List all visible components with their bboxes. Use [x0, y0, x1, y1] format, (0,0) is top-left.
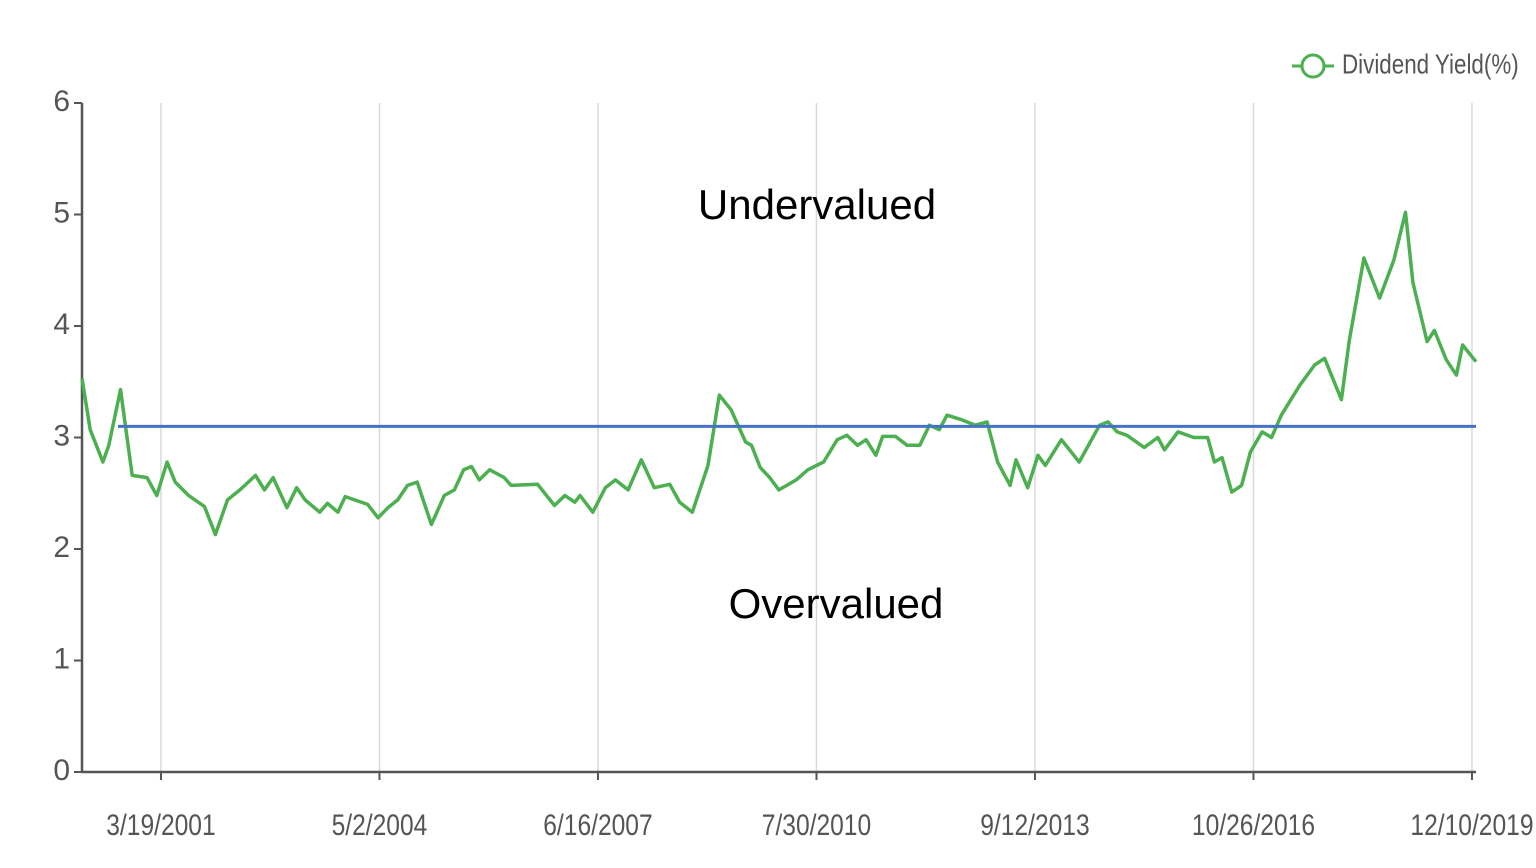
y-tick-label: 6: [53, 85, 70, 118]
y-tick-label: 0: [53, 754, 70, 787]
annotation: Undervalued: [698, 181, 936, 228]
x-tick-label: 7/30/2010: [762, 808, 871, 842]
y-tick-label: 2: [53, 531, 70, 564]
x-tick-label: 10/26/2016: [1192, 808, 1315, 842]
x-tick-label: 6/16/2007: [543, 808, 652, 842]
legend-label: Dividend Yield(%): [1342, 49, 1519, 80]
x-tick-label: 9/12/2013: [980, 808, 1089, 842]
x-tick-label: 12/10/2019: [1410, 808, 1533, 842]
y-tick-label: 4: [53, 308, 70, 341]
y-tick-label: 1: [53, 642, 70, 675]
x-tick-label: 5/2/2004: [332, 808, 428, 842]
legend-marker: [1300, 53, 1326, 79]
y-tick-label: 5: [53, 196, 70, 229]
annotation: Overvalued: [729, 580, 944, 627]
x-tick-label: 3/19/2001: [106, 808, 215, 842]
series-line: [80, 210, 1478, 537]
y-tick-label: 3: [53, 419, 70, 452]
